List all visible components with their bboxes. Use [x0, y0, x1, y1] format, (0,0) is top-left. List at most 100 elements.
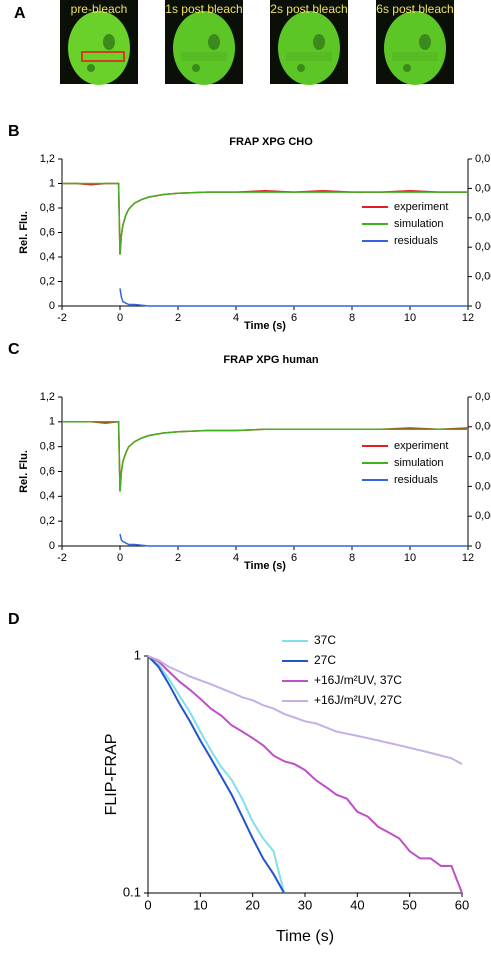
bleach-region — [286, 52, 332, 61]
y-tick-label: 1 — [134, 647, 141, 662]
y-tick-label: 0,6 — [40, 226, 55, 238]
legend-label: experiment — [394, 440, 448, 452]
image-label: 6s post bleach — [376, 2, 453, 16]
y-axis-label: Rel. Flu. — [18, 450, 30, 493]
x-axis-label: Time (s) — [244, 320, 286, 332]
y2-tick-label: 0,002 — [475, 271, 491, 283]
bleach-region — [181, 52, 227, 61]
x-tick-label: -2 — [57, 552, 67, 564]
series-line — [62, 421, 468, 492]
x-axis-label: Time (s) — [244, 560, 286, 572]
x-tick-label: 12 — [462, 312, 474, 324]
y2-tick-label: 0,008 — [475, 182, 491, 194]
image-label: 1s post bleach — [165, 2, 242, 16]
x-tick-label: 8 — [349, 312, 355, 324]
x-tick-label: 10 — [404, 312, 416, 324]
y-tick-label: 0,8 — [40, 202, 55, 214]
nucleolus — [103, 34, 115, 50]
x-tick-label: 4 — [233, 312, 239, 324]
series-line — [62, 182, 468, 255]
nucleolus — [403, 64, 411, 72]
legend-label: residuals — [394, 474, 439, 486]
x-tick-label: 10 — [404, 552, 416, 564]
bleach-region — [392, 52, 438, 61]
y-axis-label: FLIP-FRAP — [103, 734, 120, 816]
x-tick-label: 2 — [175, 552, 181, 564]
y2-tick-label: 0 — [475, 540, 481, 552]
y2-tick-label: 0,01 — [475, 153, 491, 165]
chart-title: FRAP XPG CHO — [229, 136, 313, 148]
nucleus — [173, 11, 235, 85]
y2-tick-label: 0,01 — [475, 391, 491, 403]
x-tick-label: 50 — [402, 897, 416, 912]
x-tick-label: 40 — [350, 897, 364, 912]
y2-tick-label: 0,004 — [475, 241, 491, 253]
x-tick-label: 30 — [298, 897, 312, 912]
legend-label: +16J/m²UV, 27C — [314, 693, 402, 707]
nucleolus — [419, 34, 431, 50]
x-tick-label: 8 — [349, 552, 355, 564]
x-tick-label: 60 — [455, 897, 469, 912]
x-tick-label: 6 — [291, 312, 297, 324]
x-tick-label: 20 — [245, 897, 259, 912]
y-tick-label: 0,4 — [40, 251, 55, 263]
y2-tick-label: 0,006 — [475, 212, 491, 224]
x-axis-label: Time (s) — [276, 928, 334, 945]
chart-title: FRAP XPG human — [223, 354, 318, 366]
y2-tick-label: 0,002 — [475, 510, 491, 522]
legend-label: simulation — [394, 218, 444, 230]
x-tick-label: 0 — [117, 312, 123, 324]
y-tick-label: 1,2 — [40, 153, 55, 165]
x-tick-label: 4 — [233, 552, 239, 564]
legend-label: +16J/m²UV, 37C — [314, 673, 402, 687]
image-label: 2s post bleach — [270, 2, 347, 16]
series-line — [147, 655, 463, 894]
x-tick-label: 12 — [462, 552, 474, 564]
y-tick-label: 0.1 — [123, 884, 141, 899]
y-tick-label: 0,8 — [40, 441, 55, 453]
series-line — [147, 655, 285, 894]
x-tick-label: 2 — [175, 312, 181, 324]
y-tick-label: 1 — [49, 416, 55, 428]
series-line — [147, 655, 463, 765]
panel-label: B — [8, 123, 20, 140]
image-label: pre-bleach — [71, 2, 128, 16]
nucleolus — [313, 34, 325, 50]
panel-label: A — [14, 5, 26, 22]
nucleolus — [192, 64, 200, 72]
nucleus — [384, 11, 446, 85]
bleach-region — [81, 51, 125, 62]
y-tick-label: 1,2 — [40, 391, 55, 403]
nucleolus — [87, 64, 95, 72]
y-tick-label: 0,6 — [40, 465, 55, 477]
x-tick-label: 10 — [193, 897, 207, 912]
legend-label: experiment — [394, 201, 448, 213]
nucleolus — [208, 34, 220, 50]
y2-tick-label: 0 — [475, 300, 481, 312]
panel-label: D — [8, 611, 20, 628]
y-axis-label: Rel. Flu. — [18, 211, 30, 254]
y-tick-label: 0,2 — [40, 515, 55, 527]
panel-label: C — [8, 341, 20, 358]
series-line — [119, 533, 468, 547]
y-tick-label: 0,4 — [40, 490, 55, 502]
y-tick-label: 1 — [49, 177, 55, 189]
y-tick-label: 0 — [49, 300, 55, 312]
legend-label: 27C — [314, 653, 336, 667]
y2-tick-label: 0,008 — [475, 421, 491, 433]
y2-tick-label: 0,006 — [475, 451, 491, 463]
legend-label: residuals — [394, 235, 439, 247]
legend-label: simulation — [394, 457, 444, 469]
x-tick-label: 6 — [291, 552, 297, 564]
x-tick-label: 0 — [117, 552, 123, 564]
nucleolus — [297, 64, 305, 72]
legend-label: 37C — [314, 633, 336, 647]
y-tick-label: 0,2 — [40, 275, 55, 287]
nucleus — [278, 11, 340, 85]
y-tick-label: 0 — [49, 540, 55, 552]
nucleus — [68, 11, 130, 85]
series-line — [147, 655, 286, 894]
y2-tick-label: 0,004 — [475, 480, 491, 492]
